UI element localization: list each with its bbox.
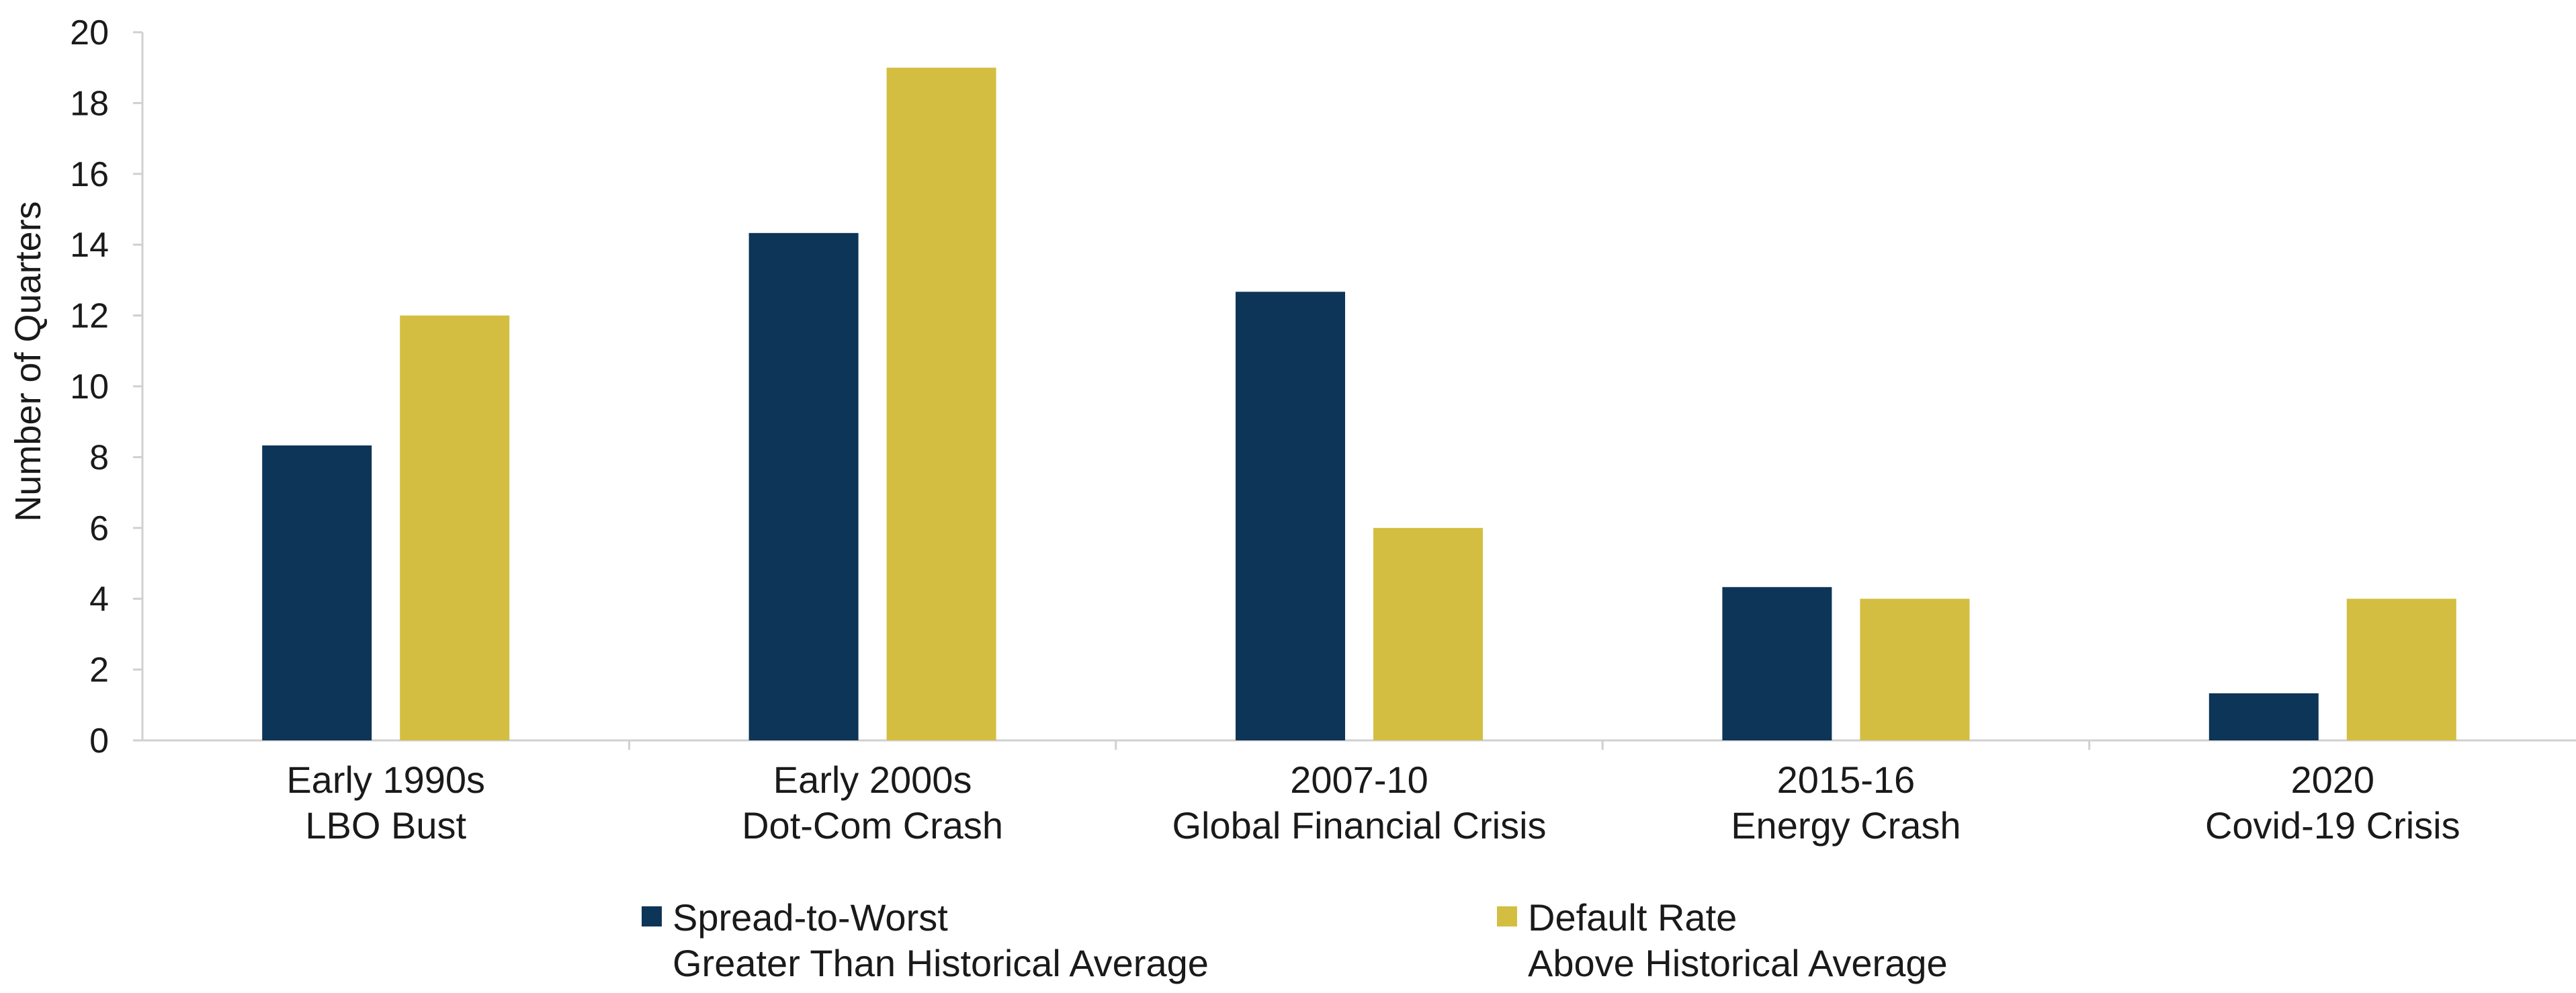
bar-default-rate — [2346, 599, 2456, 740]
bar-spread-to-worst — [1722, 587, 1832, 740]
y-tick-label: 12 — [70, 297, 109, 336]
y-tick-label: 8 — [89, 438, 109, 477]
y-axis-title: Number of Quarters — [8, 201, 48, 521]
y-tick-label: 14 — [70, 226, 109, 265]
y-axis-ticks: 0 2 4 6 8 10 12 14 16 18 20 — [70, 13, 142, 761]
bar-spread-to-worst — [2208, 693, 2319, 740]
x-category-label: Dot-Com Crash — [742, 804, 1003, 847]
bars-group — [262, 67, 2456, 741]
y-tick-label: 10 — [70, 368, 109, 406]
y-tick-label: 4 — [89, 580, 109, 619]
y-tick-label: 20 — [70, 13, 109, 52]
x-category-label: LBO Bust — [305, 804, 466, 847]
y-tick-label: 2 — [89, 651, 109, 690]
bar-default-rate — [1860, 599, 1970, 740]
y-tick-label: 16 — [70, 155, 109, 194]
bar-spread-to-worst — [262, 445, 372, 740]
legend-swatch-default-rate — [1497, 906, 1517, 926]
bar-default-rate — [400, 315, 510, 741]
bar-default-rate — [886, 67, 996, 740]
x-category-label: 2007-10 — [1290, 759, 1428, 801]
y-tick-label: 6 — [89, 509, 109, 548]
bar-spread-to-worst — [748, 232, 859, 741]
bar-default-rate — [1373, 527, 1483, 740]
x-category-label: Early 1990s — [286, 759, 485, 801]
y-tick-label: 18 — [70, 84, 109, 123]
legend-label: Above Historical Average — [1528, 942, 1948, 984]
bar-spread-to-worst — [1236, 292, 1345, 740]
legend-label: Greater Than Historical Average — [673, 942, 1209, 984]
legend-label: Default Rate — [1528, 896, 1737, 939]
x-category-label: Energy Crash — [1731, 804, 1961, 847]
y-tick-label: 0 — [89, 722, 109, 761]
legend-swatch-spread-to-worst — [642, 906, 662, 926]
legend-label: Spread-to-Worst — [673, 896, 948, 939]
x-category-label: Global Financial Crisis — [1172, 804, 1546, 847]
x-category-label: 2020 — [2291, 759, 2375, 801]
x-category-label: Covid-19 Crisis — [2205, 804, 2460, 847]
x-category-label: 2015-16 — [1777, 759, 1916, 801]
x-category-label: Early 2000s — [773, 759, 972, 801]
